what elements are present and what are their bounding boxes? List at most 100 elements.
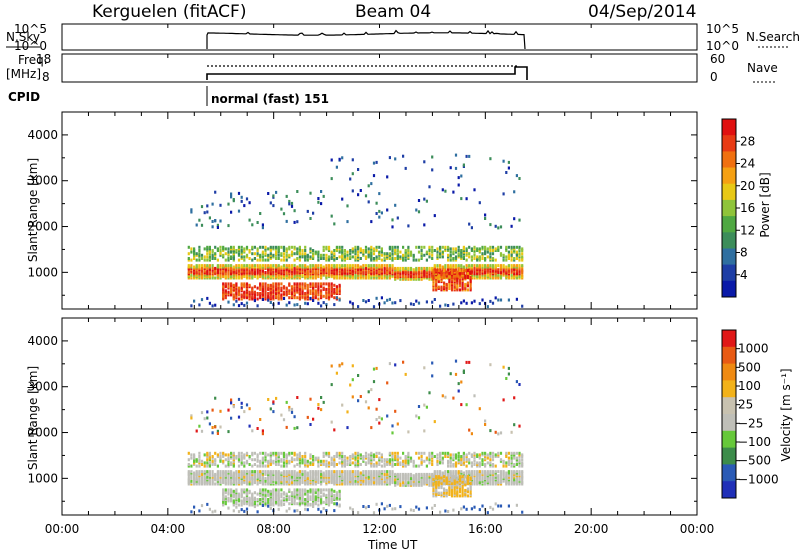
power-cell <box>333 268 336 272</box>
velocity-cell <box>333 461 336 465</box>
power-cell <box>415 245 418 249</box>
power-cell <box>370 264 373 268</box>
velocity-cell <box>454 453 458 457</box>
velocity-cell <box>333 470 336 474</box>
velocity-cell <box>513 464 516 468</box>
velocity-cell <box>248 470 251 474</box>
velocity-cell <box>417 477 421 480</box>
power-cell <box>230 249 233 252</box>
power-cell <box>346 257 349 260</box>
power-cell <box>208 250 211 254</box>
velocity-cell <box>443 475 446 479</box>
power-cell <box>466 288 469 292</box>
power-cell <box>359 257 362 260</box>
velocity-cell <box>423 451 426 455</box>
velocity-cell <box>447 459 450 463</box>
velocity-cell <box>333 496 336 500</box>
power-cell <box>288 199 291 203</box>
power-cell <box>237 292 241 295</box>
velocity-cell <box>388 453 391 457</box>
velocity-cell <box>219 425 222 429</box>
velocity-cell <box>454 359 458 363</box>
power-cell <box>375 264 378 268</box>
power-cell <box>275 245 278 249</box>
velocity-cell <box>440 479 443 483</box>
velocity-cell <box>370 472 373 476</box>
power-cell <box>298 249 301 252</box>
velocity-cell <box>431 459 434 463</box>
power-cell <box>476 249 479 252</box>
velocity-cell <box>457 389 460 393</box>
velocity-cell <box>437 486 440 490</box>
velocity-cell <box>235 488 238 492</box>
velocity-cell <box>206 502 209 506</box>
velocity-cell <box>245 403 249 407</box>
power-cell <box>481 253 484 257</box>
power-cell <box>505 249 508 252</box>
velocity-cell <box>267 504 270 508</box>
velocity-cell <box>333 489 336 493</box>
velocity-cell <box>256 458 259 462</box>
power-cell <box>415 258 418 262</box>
power-cell <box>513 250 516 254</box>
velocity-cell <box>237 498 241 501</box>
velocity-cell <box>333 493 336 497</box>
power-cell <box>193 255 196 259</box>
power-cell <box>439 245 442 249</box>
velocity-cell <box>375 451 378 455</box>
velocity-cell <box>327 470 331 474</box>
velocity-cell <box>513 463 516 466</box>
power-cell <box>261 250 264 254</box>
time-tick-label: 00:00 <box>45 522 80 536</box>
velocity-cell <box>264 455 267 458</box>
velocity-cell <box>264 502 267 506</box>
power-cell <box>343 258 346 262</box>
power-cell <box>259 245 262 249</box>
velocity-cell <box>264 458 267 462</box>
power-cell <box>469 276 472 279</box>
time-axis: 00:00 04:00 08:00 12:00 16:00 20:00 00:00 <box>45 24 714 536</box>
power-cell <box>425 199 428 203</box>
power-cell <box>227 250 230 254</box>
velocity-cell <box>219 455 222 458</box>
power-cell <box>383 258 386 262</box>
velocity-cell <box>497 453 500 457</box>
velocity-cell <box>407 451 410 455</box>
power-cell <box>417 301 421 305</box>
velocity-cell <box>383 507 386 511</box>
power-cell <box>206 258 209 262</box>
power-cell <box>206 249 209 252</box>
power-cell <box>224 275 227 279</box>
power-cell <box>367 252 370 256</box>
power-cell <box>269 301 272 304</box>
power-cell <box>447 253 450 257</box>
power-cell <box>222 253 225 257</box>
velocity-cell <box>367 406 370 410</box>
power-cell <box>518 253 521 257</box>
power-cell <box>298 250 301 254</box>
velocity-cell <box>486 456 489 460</box>
power-cell <box>478 302 481 306</box>
velocity-cell <box>325 500 328 504</box>
velocity-cell <box>497 504 500 508</box>
velocity-cell <box>425 506 428 510</box>
velocity-cell <box>489 461 492 465</box>
velocity-cell <box>256 503 259 507</box>
velocity-cell <box>349 455 352 458</box>
velocity-cell <box>394 363 397 367</box>
velocity-cell <box>456 476 459 480</box>
power-cell <box>193 265 196 269</box>
power-cell <box>351 302 354 306</box>
velocity-cell <box>452 396 455 400</box>
velocity-cell <box>515 380 518 384</box>
velocity-cell <box>453 488 456 492</box>
velocity-cell <box>277 459 280 463</box>
power-cell <box>431 155 434 159</box>
velocity-cell <box>460 380 463 384</box>
velocity-cell <box>253 477 256 480</box>
power-cell <box>259 287 262 291</box>
power-cell <box>510 224 513 228</box>
power-cell <box>325 266 328 270</box>
velocity-cell <box>478 470 481 474</box>
nsky-label: N.Sky <box>6 30 40 44</box>
